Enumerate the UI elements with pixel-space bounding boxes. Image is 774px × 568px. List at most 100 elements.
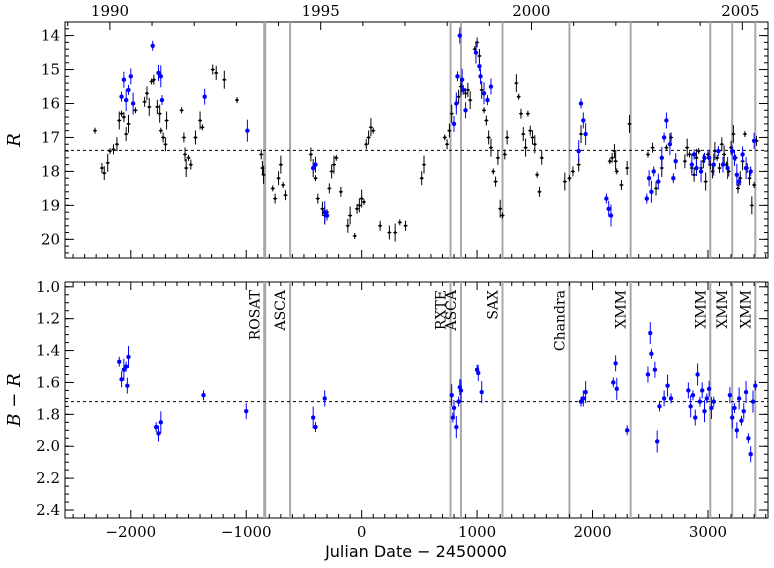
br-point — [706, 380, 712, 397]
br-point — [456, 396, 461, 407]
r-point — [387, 225, 392, 240]
y-tick-label: 1.2 — [36, 310, 60, 328]
r-point — [734, 163, 740, 186]
r-point — [535, 171, 540, 178]
br-point — [578, 396, 584, 407]
r-point — [731, 125, 736, 144]
r-point — [500, 212, 505, 219]
r-point — [151, 74, 156, 85]
r-point — [477, 61, 482, 72]
y-tick-label: 14 — [41, 27, 60, 45]
r-point — [144, 86, 149, 101]
r-point — [245, 119, 250, 142]
r-mission-lines — [263, 22, 757, 258]
r-point — [161, 132, 166, 143]
br-point — [126, 345, 131, 368]
r-point — [442, 134, 447, 141]
r-point — [126, 84, 131, 95]
r-point — [649, 180, 654, 203]
r-data-points — [93, 27, 759, 242]
r-point — [484, 115, 489, 126]
br-point — [652, 361, 658, 378]
r-point — [128, 68, 133, 85]
r-point — [133, 107, 138, 114]
br-point — [153, 422, 159, 433]
br-point — [704, 393, 710, 404]
r-point — [121, 71, 127, 88]
y-tick-label: 18 — [41, 162, 60, 180]
r-point — [749, 196, 754, 215]
r-point — [613, 152, 618, 171]
r-point — [261, 165, 266, 184]
r-point — [393, 223, 398, 242]
br-point — [730, 406, 735, 429]
br-point — [743, 381, 749, 404]
r-point — [736, 176, 742, 187]
x-tick-label: 0 — [357, 523, 367, 541]
br-point — [668, 393, 674, 404]
r-point — [537, 186, 542, 197]
r-point — [692, 167, 697, 182]
r-point — [198, 111, 203, 130]
br-point — [449, 384, 454, 407]
r-point — [468, 91, 473, 110]
y-tick-label: 2.4 — [36, 501, 60, 519]
r-x-ticks — [72, 250, 767, 258]
y-tick-label: 15 — [41, 61, 60, 79]
br-data-points — [117, 322, 758, 463]
r-point — [715, 154, 720, 161]
year-label: 2005 — [721, 2, 759, 20]
mission-label: ROSAT — [248, 289, 264, 340]
r-point — [614, 168, 619, 175]
br-point — [665, 374, 670, 397]
r-panel-frame — [64, 21, 769, 259]
r-point — [664, 112, 669, 129]
r-point — [163, 137, 168, 152]
year-label: 2000 — [512, 2, 550, 20]
r-point — [719, 137, 724, 152]
r-point — [706, 149, 712, 166]
r-point — [516, 93, 521, 100]
r-point — [308, 147, 313, 162]
br-point — [732, 402, 737, 413]
br-point — [688, 395, 693, 418]
r-point — [694, 160, 699, 177]
r-point — [93, 127, 98, 134]
r-point — [498, 199, 503, 218]
r-point — [691, 149, 697, 160]
y-tick-label: 2.2 — [36, 469, 60, 487]
r-point — [322, 201, 327, 224]
r-point — [717, 163, 722, 174]
r-point — [184, 159, 189, 178]
r-point — [278, 155, 283, 174]
mission-label: XMM — [614, 290, 630, 329]
r-point — [130, 92, 136, 115]
r-point — [348, 206, 353, 225]
r-point — [193, 130, 198, 145]
br-point — [244, 403, 249, 420]
r-point — [105, 153, 110, 172]
r-point — [179, 107, 184, 114]
br-point — [690, 390, 696, 401]
br-point — [727, 387, 733, 404]
r-point — [703, 172, 708, 191]
mission-label: XMM — [715, 290, 731, 329]
r-point — [147, 97, 152, 116]
br-point — [746, 433, 751, 444]
r-panel: 1990 1995 2000 2005 14 15 16 17 18 19 20 R — [4, 2, 769, 259]
br-point — [645, 366, 651, 383]
r-point — [234, 97, 239, 104]
r-point — [320, 201, 325, 216]
r-point — [357, 198, 362, 213]
top-year-axis: 1990 1995 2000 2005 — [67, 2, 759, 30]
r-point — [361, 198, 366, 205]
r-point — [523, 138, 528, 157]
r-point — [210, 64, 215, 75]
r-point — [465, 82, 470, 97]
r-point — [456, 89, 461, 104]
br-point — [648, 322, 653, 345]
r-point — [610, 152, 615, 163]
r-point — [378, 220, 383, 231]
